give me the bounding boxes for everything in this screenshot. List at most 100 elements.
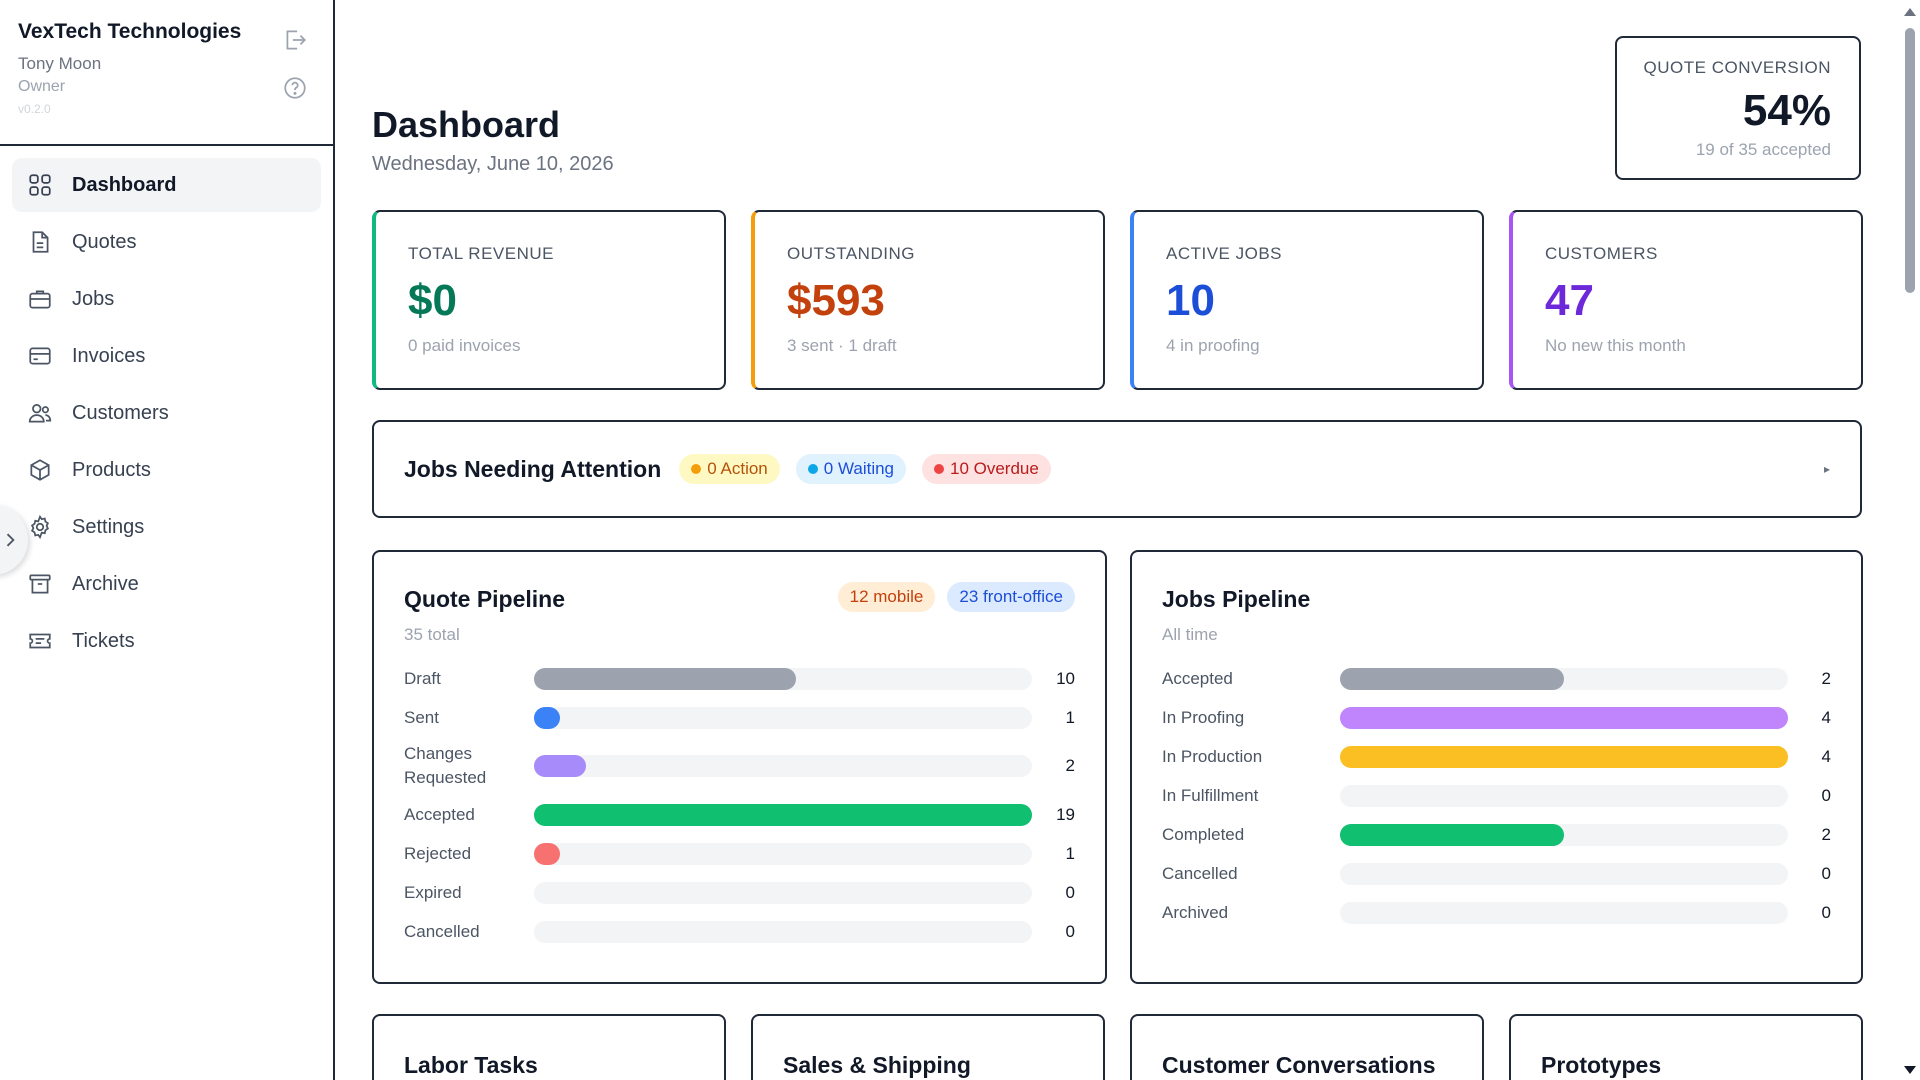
pipeline-row: Archived 0: [1162, 893, 1831, 932]
bar-fill: [534, 803, 1032, 826]
row-label: In Proofing: [1162, 707, 1245, 727]
sidebar-item-label: Invoices: [72, 344, 146, 367]
stat-card-outstanding[interactable]: OUTSTANDING $593 3 sent · 1 draft: [751, 210, 1105, 390]
row-label: Archived: [1162, 902, 1229, 922]
action-pill[interactable]: 0 Action: [679, 454, 780, 484]
quote-pipeline-rows: Draft 10 Sent 1 Changes Requested 2 Accepted 19…: [404, 659, 1075, 951]
row-count: 2: [1821, 668, 1831, 688]
row-count: 0: [1065, 921, 1075, 941]
sidebar-item-products[interactable]: Products: [12, 443, 321, 497]
labor-tasks-card[interactable]: Labor Tasks: [372, 1014, 726, 1080]
customer-conversations-card[interactable]: Customer Conversations: [1130, 1014, 1484, 1080]
bar-track: [534, 706, 1032, 729]
row-count: 0: [1821, 785, 1831, 805]
main-content: Dashboard Wednesday, June 10, 2026 QUOTE…: [337, 0, 1900, 1080]
user-name: Tony Moon: [18, 54, 102, 73]
sidebar-item-label: Quotes: [72, 230, 137, 253]
sidebar-item-label: Settings: [72, 515, 145, 538]
bar-fill: [534, 706, 561, 729]
pipeline-row: Cancelled 0: [404, 912, 1075, 951]
pipeline-row: Draft 10: [404, 659, 1075, 698]
row-label: Draft: [404, 668, 441, 688]
quote-pipeline-panel: Quote Pipeline 35 total 12 mobile 23 fro…: [372, 550, 1107, 984]
waiting-pill-label: 0 Waiting: [823, 459, 894, 478]
stat-card-customers[interactable]: CUSTOMERS 47 No new this month: [1509, 210, 1863, 390]
sidebar-item-dashboard[interactable]: Dashboard: [12, 158, 321, 212]
card-title: Sales & Shipping: [783, 1052, 971, 1078]
bar-track: [534, 803, 1032, 826]
sidebar-item-label: Customers: [72, 401, 169, 424]
logout-icon[interactable]: [281, 26, 309, 54]
sidebar-item-label: Jobs: [72, 287, 115, 310]
row-label: In Fulfillment: [1162, 785, 1259, 805]
jobs-needing-attention[interactable]: Jobs Needing Attention 0 Action 0 Waitin…: [372, 420, 1862, 518]
bar-track: [1340, 784, 1788, 807]
sales-shipping-card[interactable]: Sales & Shipping: [751, 1014, 1105, 1080]
bar-fill: [534, 755, 587, 777]
jobs-pipeline-rows: Accepted 2 In Proofing 4 In Production 4 In Fu…: [1162, 659, 1831, 932]
row-label: Accepted: [404, 804, 475, 824]
waiting-pill[interactable]: 0 Waiting: [795, 454, 906, 484]
bar-track: [534, 667, 1032, 690]
pipeline-row: Completed 2: [1162, 815, 1831, 854]
front-office-badge: 23 front-office: [947, 582, 1075, 612]
bar-track: [1340, 901, 1788, 924]
scroll-thumb[interactable]: [1905, 28, 1915, 293]
status-dot: [691, 464, 702, 474]
sidebar-item-quotes[interactable]: Quotes: [12, 215, 321, 269]
mobile-badge: 12 mobile: [837, 582, 936, 612]
bar-fill: [1340, 706, 1788, 729]
sidebar-item-label: Dashboard: [72, 173, 177, 196]
row-label: Completed: [1162, 824, 1245, 844]
panel-title: Jobs Pipeline: [1162, 586, 1311, 612]
ticket-icon: [26, 627, 54, 655]
stat-card-total-revenue[interactable]: TOTAL REVENUE $0 0 paid invoices: [372, 210, 726, 390]
users-icon: [26, 399, 54, 427]
overdue-pill[interactable]: 10 Overdue: [922, 454, 1051, 484]
archive-icon: [26, 570, 54, 598]
row-count: 19: [1056, 804, 1075, 824]
company-name: VexTech Technologies: [18, 20, 242, 43]
sidebar-item-settings[interactable]: Settings: [12, 500, 321, 554]
status-dot: [807, 464, 818, 474]
sidebar-item-customers[interactable]: Customers: [12, 386, 321, 440]
row-count: 4: [1821, 746, 1831, 766]
briefcase-icon: [26, 285, 54, 313]
bar-fill: [1340, 745, 1788, 768]
bar-fill: [1340, 823, 1564, 846]
stat-value: 10: [1166, 276, 1215, 325]
row-count: 10: [1056, 668, 1075, 688]
document-icon: [26, 228, 54, 256]
row-count: 2: [1065, 756, 1075, 775]
pipeline-row: Sent 1: [404, 698, 1075, 737]
row-label: Accepted: [1162, 668, 1233, 688]
page-scrollbar[interactable]: [1900, 0, 1920, 1080]
row-count: 1: [1065, 843, 1075, 863]
expand-arrow-icon[interactable]: ▸: [1823, 462, 1830, 476]
sidebar-item-tickets[interactable]: Tickets: [12, 614, 321, 668]
sidebar-item-archive[interactable]: Archive: [12, 557, 321, 611]
sidebar-item-invoices[interactable]: Invoices: [12, 329, 321, 383]
help-icon[interactable]: [281, 74, 309, 102]
grid-icon: [26, 171, 54, 199]
scroll-up-icon[interactable]: [1904, 8, 1916, 16]
sidebar-item-jobs[interactable]: Jobs: [12, 272, 321, 326]
page-title: Dashboard: [372, 104, 561, 145]
quote-conversion-card: QUOTE CONVERSION 54% 19 of 35 accepted: [1615, 36, 1861, 180]
credit-card-icon: [26, 342, 54, 370]
stat-card-active-jobs[interactable]: ACTIVE JOBS 10 4 in proofing: [1130, 210, 1484, 390]
pipeline-row: Changes Requested 2: [404, 737, 1075, 795]
stat-label: OUTSTANDING: [787, 244, 915, 263]
stat-value: 47: [1545, 276, 1594, 325]
panel-badges: 12 mobile 23 front-office: [837, 582, 1075, 612]
scroll-down-icon[interactable]: [1904, 1066, 1916, 1074]
sidebar: VexTech Technologies Tony Moon Owner v0.…: [0, 0, 335, 1080]
panel-title: Quote Pipeline: [404, 586, 566, 612]
stat-label: ACTIVE JOBS: [1166, 244, 1283, 263]
prototypes-card[interactable]: Prototypes: [1509, 1014, 1863, 1080]
row-label: Cancelled: [404, 921, 480, 941]
row-label: Expired: [404, 882, 462, 902]
stat-sub: 3 sent · 1 draft: [787, 336, 897, 355]
conversion-label: QUOTE CONVERSION: [1643, 58, 1831, 77]
bar-track: [534, 881, 1032, 904]
